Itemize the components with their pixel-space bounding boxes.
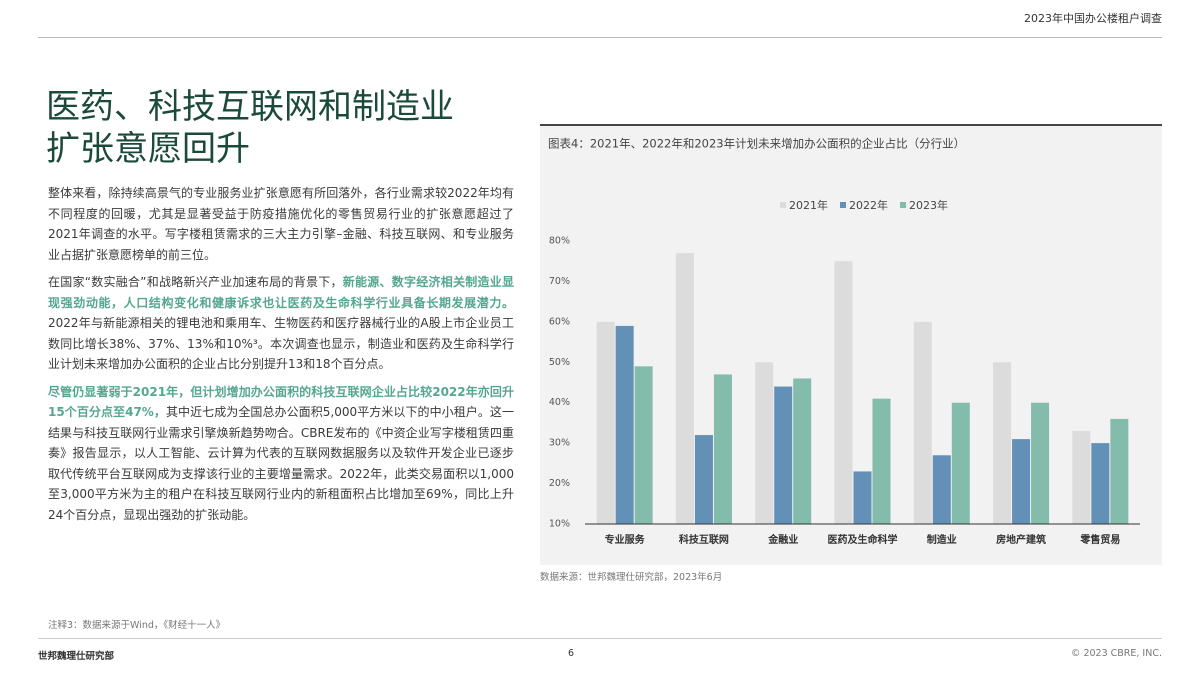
legend-label: 2023年 [909,198,948,212]
x-tick-label: 医药及生命科学 [828,533,898,546]
bar [834,261,853,524]
text-run: 在国家“数实融合”和战略新兴产业加速布局的背景下， [48,275,343,289]
chart: 图表4：2021年、2022年和2023年计划未来增加办公面积的企业占比（分行业… [540,124,1162,565]
legend-label: 2022年 [849,198,888,212]
x-tick-label: 金融业 [767,533,798,546]
bar [634,366,653,524]
y-tick-label: 80% [549,236,570,247]
bar [596,321,615,524]
y-tick-label: 50% [549,357,570,368]
body-text: 整体来看，除持续高景气的专业服务业扩张意愿有所回落外，各行业需求较2022年均有… [48,183,514,532]
footer-rule [38,638,1162,639]
bar [774,386,793,524]
paragraph: 整体来看，除持续高景气的专业服务业扩张意愿有所回落外，各行业需求较2022年均有… [48,183,514,265]
bar [675,253,694,524]
copyright: © 2023 CBRE, INC. [1070,648,1162,659]
y-tick-label: 70% [549,276,570,287]
x-tick-label: 房地产建筑 [996,533,1046,546]
x-tick-label: 专业服务 [605,533,646,546]
y-tick-label: 30% [549,438,570,449]
y-tick-label: 10% [549,519,570,530]
paragraph: 在国家“数实融合”和战略新兴产业加速布局的背景下，新能源、数字经济相关制造业显现… [48,272,514,375]
bar [1012,439,1031,524]
bar [951,402,970,524]
x-tick-label: 科技互联网 [679,533,729,546]
y-tick-label: 20% [549,478,570,489]
bar [1091,443,1110,524]
bar [853,471,872,524]
x-tick-label: 零售贸易 [1079,533,1120,546]
legend-swatch [900,202,906,208]
legend-label: 2021年 [789,198,828,212]
header-rule [38,37,1162,38]
text-run: 整体来看，除持续高景气的专业服务业扩张意愿有所回落外，各行业需求较2022年均有… [48,186,514,262]
highlight-text: 尽管仍显著弱于2021年，但计划增加办公面积的科技互联网企业占比较2022年亦回… [48,384,514,420]
page-title: 医药、科技互联网和制造业 扩张意愿回升 [46,86,454,170]
bar [713,374,732,524]
bar [1031,402,1050,524]
chart-source: 数据来源：世邦魏理仕研究部，2023年6月 [540,572,723,583]
footer-left: 世邦魏理仕研究部 [38,651,115,662]
bar [694,435,713,524]
page-number: 6 [568,648,575,659]
title-line: 医药、科技互联网和制造业 [46,87,454,127]
bar [932,455,951,524]
bar [993,362,1012,524]
text-run: 2022年与新能源相关的锂电池和乘用车、生物医药和医疗器械行业的A股上市企业员工… [48,316,514,371]
chart-top-rule [540,124,1162,126]
bar [872,398,891,524]
x-tick-label: 制造业 [927,533,957,546]
paragraph: 尽管仍显著弱于2021年，但计划增加办公面积的科技互联网企业占比较2022年亦回… [48,382,514,526]
footnote: 注释3：数据来源于Wind，《财经十一人》 [48,620,226,631]
text-run: 其中近七成为全国总办公面积5,000平方米以下的中小租户。这一结果与科技互联网行… [48,405,514,522]
legend-swatch [840,202,846,208]
title-line: 扩张意愿回升 [46,129,250,169]
chart-title: 图表4：2021年、2022年和2023年计划未来增加办公面积的企业占比（分行业… [548,137,965,151]
bar [1110,418,1129,524]
highlight-text: 新能源、数字经济相关制造业显现强劲动能，人口结构变化和健康诉求也让医药及生命科学… [48,275,514,310]
legend-swatch [780,202,786,208]
y-tick-label: 40% [549,397,570,408]
bar [615,325,634,524]
bar [793,378,812,524]
bar [913,321,932,524]
bar [755,362,774,524]
report-name: 2023年中国办公楼租户调查 [1024,12,1162,25]
y-tick-label: 60% [549,316,570,327]
bar [1072,431,1091,524]
